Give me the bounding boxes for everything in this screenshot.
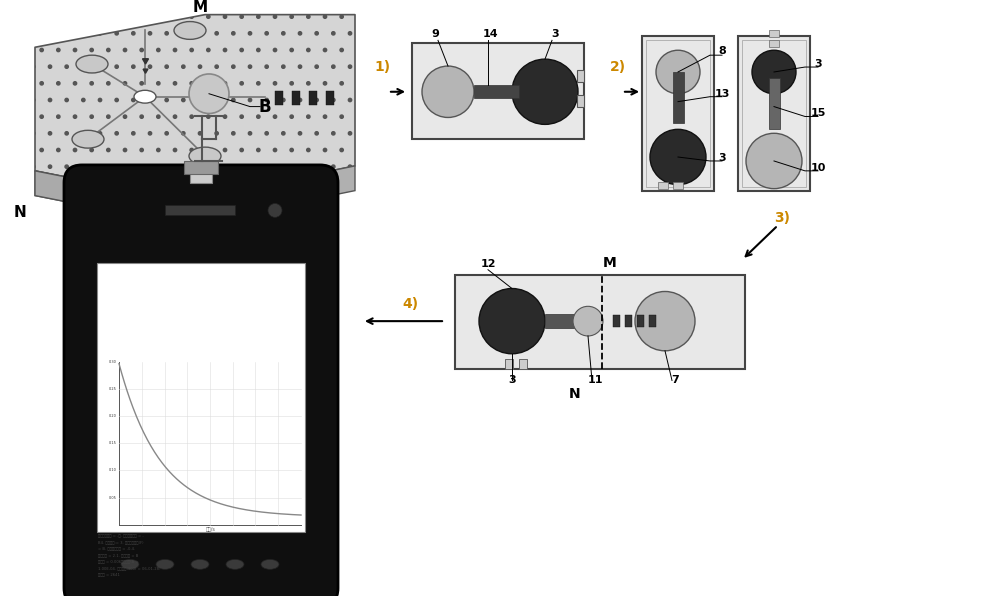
Bar	[545, 314, 577, 328]
Bar	[309, 91, 317, 105]
Text: 0.15: 0.15	[109, 441, 117, 445]
Bar	[769, 30, 779, 38]
Bar	[672, 72, 684, 123]
Circle shape	[189, 74, 229, 113]
Bar	[455, 275, 745, 368]
Circle shape	[635, 291, 695, 351]
Bar	[742, 41, 806, 187]
Ellipse shape	[261, 560, 279, 569]
Text: 9: 9	[431, 29, 439, 39]
Bar	[275, 91, 283, 105]
Bar	[519, 359, 527, 368]
Circle shape	[479, 288, 545, 354]
Circle shape	[752, 50, 796, 94]
Circle shape	[268, 203, 282, 218]
Text: 阳极时 = 0.006溶出伏安(A =: 阳极时 = 0.006溶出伏安(A =	[98, 560, 139, 563]
Bar	[738, 36, 810, 191]
Circle shape	[573, 306, 603, 336]
Text: B: B	[259, 98, 271, 116]
Text: 14: 14	[482, 29, 498, 39]
Text: 0.30: 0.30	[109, 359, 117, 364]
FancyBboxPatch shape	[64, 165, 338, 596]
Ellipse shape	[121, 560, 139, 569]
Bar	[649, 315, 656, 327]
Ellipse shape	[174, 21, 206, 39]
Text: 时间/s: 时间/s	[206, 527, 216, 532]
Text: 0.25: 0.25	[109, 387, 117, 391]
Text: 3: 3	[551, 29, 559, 39]
Polygon shape	[35, 171, 185, 225]
Text: 3: 3	[814, 59, 822, 69]
Text: 0.05: 0.05	[109, 496, 117, 499]
Circle shape	[746, 134, 802, 189]
Polygon shape	[35, 15, 355, 200]
Ellipse shape	[72, 131, 104, 148]
Text: 7: 7	[671, 375, 679, 386]
Text: 阳极溶出伏安 = -磁. 阳极溶出伏安 = -: 阳极溶出伏安 = -磁. 阳极溶出伏安 = -	[98, 533, 144, 538]
Text: N: N	[14, 205, 26, 220]
Text: M: M	[603, 256, 617, 270]
Bar	[769, 41, 779, 47]
Circle shape	[422, 66, 474, 117]
Text: 4): 4)	[402, 297, 418, 311]
Bar	[673, 182, 683, 189]
Bar	[165, 206, 235, 215]
Ellipse shape	[156, 560, 174, 569]
Ellipse shape	[191, 560, 209, 569]
Bar	[625, 315, 632, 327]
Text: = B. 阳极溶出伏安 = -0.4.: = B. 阳极溶出伏安 = -0.4.	[98, 547, 135, 551]
Ellipse shape	[189, 147, 221, 165]
Text: 12: 12	[480, 259, 496, 269]
Bar	[768, 78, 780, 129]
Circle shape	[656, 50, 700, 94]
Text: 15: 15	[810, 108, 826, 119]
Text: 10: 10	[810, 163, 826, 173]
Bar	[474, 85, 519, 98]
Text: 过渡检测 = 2.1. 过渡溶出 = B: 过渡检测 = 2.1. 过渡溶出 = B	[98, 553, 138, 557]
Bar	[658, 182, 668, 189]
Bar	[326, 91, 334, 105]
Bar	[292, 91, 300, 105]
Text: 3: 3	[718, 153, 726, 163]
Polygon shape	[35, 166, 355, 225]
Bar	[412, 44, 584, 139]
Text: 11: 11	[587, 375, 603, 386]
Bar	[577, 70, 584, 82]
Bar	[184, 161, 218, 174]
Bar	[577, 95, 584, 107]
Bar	[97, 263, 305, 532]
Circle shape	[650, 129, 706, 185]
Bar	[642, 36, 714, 191]
Text: 1): 1)	[374, 60, 390, 74]
Text: B4. 阳极时间:= 3. 阳极溶出伏安(F): B4. 阳极时间:= 3. 阳极溶出伏安(F)	[98, 540, 144, 544]
Ellipse shape	[134, 90, 156, 103]
Bar	[505, 359, 513, 368]
Text: 检测会 = 2641: 检测会 = 2641	[98, 572, 120, 576]
Bar	[190, 173, 212, 183]
Text: N: N	[569, 387, 581, 401]
Text: 0.20: 0.20	[109, 414, 117, 418]
Text: 0.10: 0.10	[109, 468, 117, 473]
Bar	[613, 315, 620, 327]
Text: 2): 2)	[610, 60, 626, 74]
Text: 3: 3	[508, 375, 516, 386]
Bar	[646, 41, 710, 187]
Text: 8: 8	[718, 46, 726, 56]
Bar	[637, 315, 644, 327]
Ellipse shape	[226, 560, 244, 569]
Text: 13: 13	[714, 89, 730, 99]
Text: 1.00E-04. 目标时间(900) = 06-01-28-: 1.00E-04. 目标时间(900) = 06-01-28-	[98, 566, 160, 570]
Circle shape	[512, 59, 578, 125]
Text: 3): 3)	[774, 212, 790, 225]
Ellipse shape	[76, 55, 108, 73]
Text: M: M	[192, 0, 208, 15]
